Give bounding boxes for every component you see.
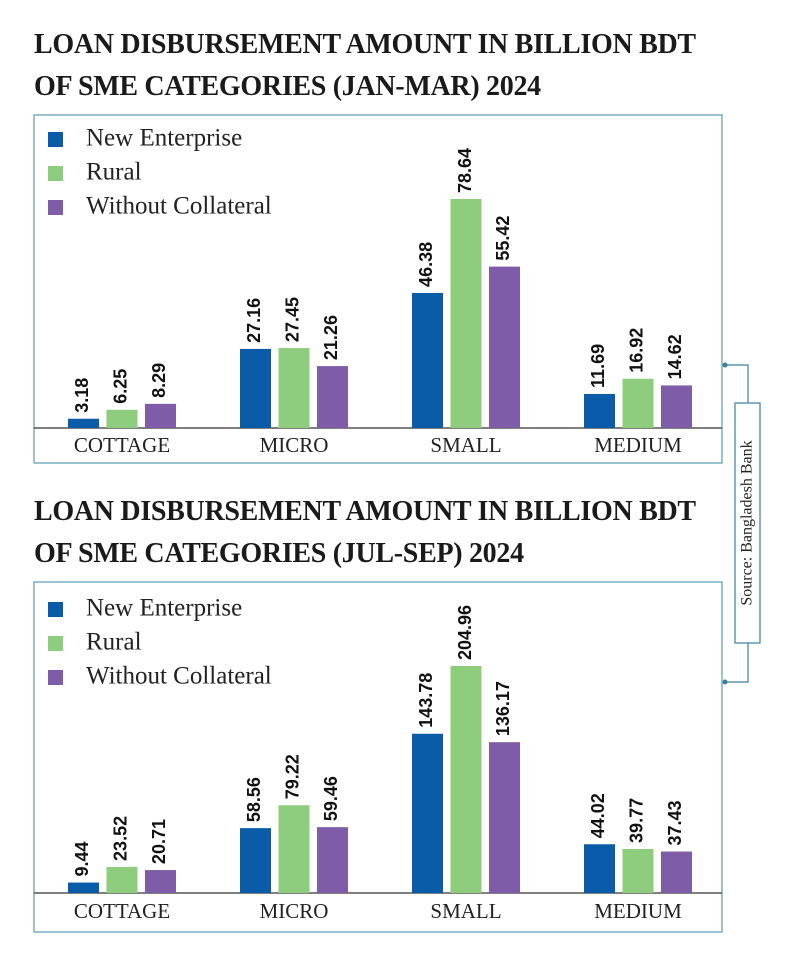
x-tick-label: MICRO bbox=[260, 433, 329, 457]
bar bbox=[661, 385, 692, 428]
legend-swatch bbox=[48, 132, 63, 147]
data-label: 44.02 bbox=[588, 793, 608, 838]
bar bbox=[106, 409, 138, 428]
legend-swatch bbox=[48, 602, 63, 617]
data-label: 9.44 bbox=[72, 841, 92, 876]
data-label: 46.38 bbox=[416, 242, 436, 287]
data-label: 136.17 bbox=[493, 681, 513, 736]
data-label: 6.25 bbox=[111, 369, 131, 404]
bar bbox=[661, 851, 692, 893]
x-tick-label: SMALL bbox=[430, 433, 501, 457]
x-tick-label: COTTAGE bbox=[74, 899, 170, 923]
data-label: 21.26 bbox=[321, 315, 341, 360]
data-label: 20.71 bbox=[149, 819, 169, 864]
bar bbox=[145, 403, 176, 428]
bar bbox=[68, 882, 99, 893]
data-label: 11.69 bbox=[588, 344, 608, 388]
data-label: 37.43 bbox=[665, 800, 685, 845]
x-tick-label: MICRO bbox=[260, 899, 329, 923]
chart-frame bbox=[33, 581, 723, 933]
chart-title: LOAN DISBURSEMENT AMOUNT IN BILLION BDT … bbox=[34, 496, 696, 569]
bar bbox=[622, 848, 654, 893]
data-label: 16.92 bbox=[627, 328, 647, 373]
data-label: 55.42 bbox=[493, 216, 513, 261]
data-label: 3.18 bbox=[72, 378, 92, 413]
bar bbox=[278, 805, 310, 893]
connector bbox=[725, 364, 749, 403]
bar bbox=[412, 733, 443, 893]
connector-dot bbox=[722, 362, 728, 368]
legend-label: New Enterprise bbox=[86, 125, 242, 152]
x-tick-label: COTTAGE bbox=[74, 433, 170, 457]
bar bbox=[145, 870, 176, 893]
x-tick-label: MEDIUM bbox=[594, 899, 682, 923]
bar bbox=[450, 666, 482, 893]
connector bbox=[725, 643, 749, 683]
legend-label: Rural bbox=[86, 629, 142, 656]
bar bbox=[106, 866, 138, 893]
bar bbox=[622, 378, 654, 428]
legend-label: New Enterprise bbox=[86, 595, 242, 622]
legend-label: Without Collateral bbox=[86, 193, 272, 220]
chart-frame bbox=[33, 114, 723, 464]
bar bbox=[489, 742, 520, 893]
legend-swatch bbox=[48, 636, 63, 651]
data-label: 14.62 bbox=[665, 334, 685, 379]
bar bbox=[240, 348, 271, 428]
data-label: 59.46 bbox=[321, 776, 341, 821]
legend-swatch bbox=[48, 200, 63, 215]
bar bbox=[240, 828, 271, 893]
bar bbox=[412, 292, 443, 428]
data-label: 39.77 bbox=[627, 798, 647, 843]
bar bbox=[450, 199, 482, 428]
data-label: 143.78 bbox=[416, 673, 436, 728]
bar bbox=[584, 393, 615, 428]
source-box bbox=[734, 402, 761, 644]
bar bbox=[68, 418, 99, 428]
chart-title: LOAN DISBURSEMENT AMOUNT IN BILLION BDT … bbox=[34, 29, 696, 102]
legend-swatch bbox=[48, 670, 63, 685]
x-tick-label: SMALL bbox=[430, 899, 501, 923]
data-label: 58.56 bbox=[244, 777, 264, 822]
data-label: 27.16 bbox=[244, 298, 264, 343]
data-label: 8.29 bbox=[149, 363, 169, 398]
x-tick-label: MEDIUM bbox=[594, 433, 682, 457]
bar bbox=[317, 827, 348, 893]
legend-label: Without Collateral bbox=[86, 663, 272, 690]
source: Source: Bangladesh Bank bbox=[739, 440, 756, 605]
bar bbox=[584, 844, 615, 893]
connector-dot bbox=[722, 679, 728, 685]
legend-label: Rural bbox=[86, 159, 142, 186]
bar bbox=[489, 266, 520, 428]
bar bbox=[278, 348, 310, 428]
bar bbox=[317, 366, 348, 428]
data-label: 79.22 bbox=[283, 754, 303, 799]
data-label: 23.52 bbox=[111, 816, 131, 861]
data-label: 27.45 bbox=[283, 297, 303, 342]
data-label: 204.96 bbox=[455, 605, 475, 660]
data-label: 78.64 bbox=[455, 148, 475, 193]
legend-swatch bbox=[48, 166, 63, 181]
